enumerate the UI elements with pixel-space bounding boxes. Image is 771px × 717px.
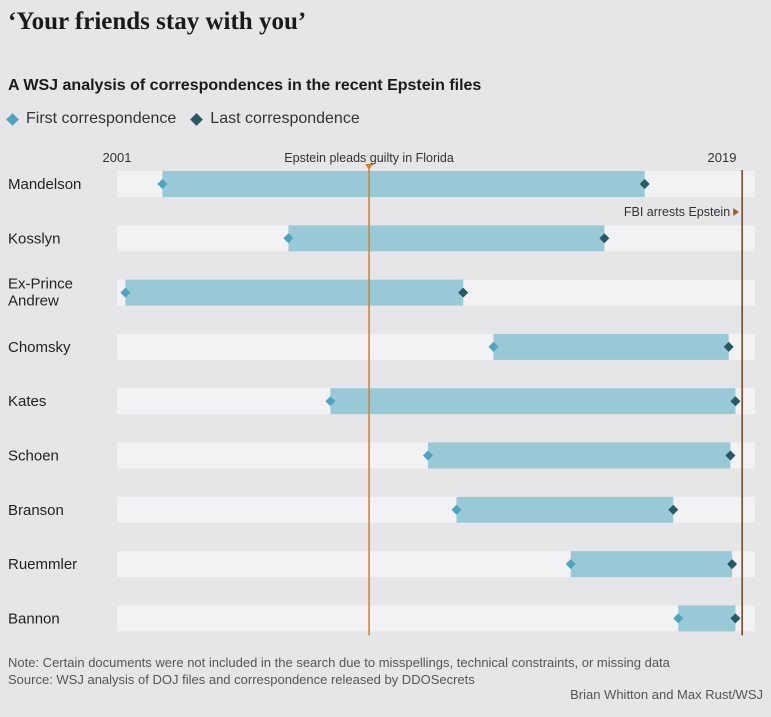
last-point-0 [639,179,650,189]
range-bar-8 [678,605,736,632]
footnote-source: Source: WSJ analysis of DOJ files and co… [8,672,475,687]
tick-label-2001: 2001 [103,150,132,165]
row-label-8: Bannon [8,610,60,627]
first-point-5 [422,450,433,461]
row-label-7: Ruemmler [8,556,77,573]
first-point-8 [673,613,684,624]
first-point-0 [157,179,168,189]
first-point-2 [120,287,131,298]
first-point-3 [488,341,499,352]
range-bar-2 [125,279,464,306]
range-bar-3 [493,333,729,360]
last-point-6 [668,504,679,515]
annotation-label-guilty: Epstein pleads guilty in Florida [284,151,454,165]
row-label-4: Kates [8,393,46,410]
row-label-6: Branson [8,502,64,519]
footnote-note: Note: Certain documents were not include… [8,655,670,670]
row-label-5: Schoen [8,448,59,465]
credit: Brian Whitton and Max Rust/WSJ [570,687,763,702]
annotation-marker-arrest [733,208,740,216]
range-bar-1 [288,225,605,252]
range-bar-5 [427,442,731,469]
first-point-6 [451,504,462,515]
last-point-2 [458,287,469,298]
first-point-1 [283,233,294,244]
first-correspondence-diamond-icon [6,112,19,126]
legend-label-first: First correspondence [26,110,177,127]
legend: First correspondence Last correspondence [6,110,376,128]
track-8 [117,605,755,632]
footnotes: Note: Certain documents were not include… [8,654,670,688]
range-bar-6 [456,496,674,523]
headline: ‘Your friends stay with you’ [8,8,307,35]
legend-item-last: Last correspondence [190,110,360,128]
first-point-4 [325,396,336,407]
last-point-1 [599,233,610,244]
legend-item-first: First correspondence [6,110,177,128]
last-point-4 [730,396,741,407]
range-chart: 2001 2019 Mandelson Kosslyn Ex-Prince Andrew C… [8,150,755,636]
last-point-7 [727,559,738,570]
row-label-2: Ex-Prince Andrew [8,276,73,310]
last-correspondence-diamond-icon [190,112,204,126]
last-point-5 [725,450,736,461]
last-point-3 [723,341,734,352]
annotation-label-arrest: FBI arrests Epstein [624,205,730,219]
tick-label-2019: 2019 [708,150,737,165]
chart-subtitle: A WSJ analysis of correspondences in the… [8,77,482,94]
legend-label-last: Last correspondence [210,110,360,127]
row-label-0: Mandelson [8,176,81,193]
row-label-1: Kosslyn [8,230,61,247]
last-point-8 [730,613,741,624]
range-bar-0 [162,171,645,197]
row-label-3: Chomsky [8,339,71,356]
range-bar-7 [570,551,733,578]
annotation-marker-guilty [365,164,374,170]
range-bar-4 [330,388,736,415]
first-point-7 [565,559,576,570]
